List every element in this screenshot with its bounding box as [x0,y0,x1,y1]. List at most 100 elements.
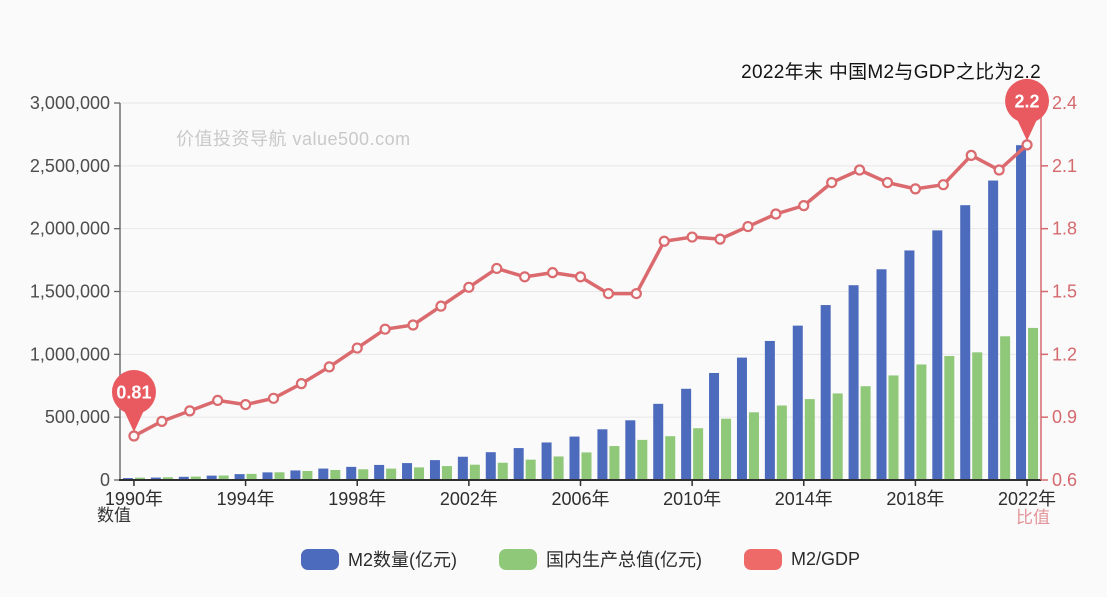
pin-label: 0.81 [116,383,151,403]
legend-item-gdp[interactable]: 国内生产总值(亿元) [498,546,702,572]
gdp-bar [1000,336,1011,480]
gdp-bar [441,466,452,480]
m2-bar [346,466,357,480]
m2-bar [904,250,915,480]
legend-label-m2: M2数量(亿元) [347,550,457,570]
x-axis-label: 1990年 [105,489,163,509]
gdp-bar [776,405,787,480]
x-axis-label: 2010年 [663,489,721,509]
m2-bar [988,180,999,481]
pin-label: 2.2 [1015,91,1040,111]
x-axis-label: 2002年 [440,489,498,509]
m2-bar [960,205,971,481]
line-marker [574,271,587,283]
gdp-bar [302,470,313,480]
m2-bar [848,285,859,480]
ratio-swatch-icon [743,548,782,570]
gdp-bar [134,477,145,480]
x-axis-label: 2006年 [551,489,609,509]
gdp-bar [497,462,508,480]
line-marker [853,164,866,176]
gdp-bar [525,459,536,480]
legend-item-ratio[interactable]: M2/GDP [743,548,860,570]
m2-bar [792,325,803,480]
line-marker [184,405,196,417]
line-marker [239,399,252,411]
x-axis-label: 2022年 [998,489,1056,509]
legend-item-m2[interactable]: M2数量(亿元) [300,546,457,572]
line-marker [519,271,531,283]
gdp-bar [888,375,899,480]
m2-bar [262,472,273,480]
m2-bar [234,474,245,480]
line-marker [546,267,559,279]
line-marker [770,208,782,220]
gdp-bar [916,364,927,480]
right-axis-label: 1.2 [1052,344,1077,364]
right-axis-label: 2.4 [1052,93,1077,113]
line-marker [937,179,949,191]
line-marker [826,176,838,189]
gdp-bar [358,469,369,480]
gdp-bar [414,467,425,480]
m2-bar [876,269,887,480]
gdp-bar [246,473,257,480]
gdp-bar [972,352,983,480]
m2-bar [709,372,720,480]
m2-bar [541,442,552,480]
gdp-swatch-icon [498,548,537,570]
m2-bar [402,463,413,480]
line-marker [463,281,475,293]
x-axis-label: 1994年 [217,489,275,509]
line-marker [407,319,419,331]
line-marker [965,149,977,161]
gdp-bar [665,436,676,480]
left-axis-label: 1,500,000 [30,282,110,302]
gdp-bar [386,468,397,480]
right-axis-label: 1.8 [1052,219,1077,239]
pin-balloon [1005,78,1050,123]
m2-bar [429,460,440,480]
right-axis-label: 0.9 [1052,407,1077,427]
gdp-bar [190,476,201,480]
line-marker [128,430,140,442]
m2-bar [290,470,301,480]
gdp-bar [1028,327,1039,480]
gdp-bar [832,393,843,480]
legend-label-gdp: 国内生产总值(亿元) [545,550,702,570]
left-axis-label: 1,000,000 [30,344,110,364]
gdp-bar [637,439,648,480]
line-marker [156,415,168,427]
gdp-bar [944,356,955,480]
left-axis-label: 500,000 [45,407,110,427]
m2-bar [1016,145,1027,481]
line-marker [993,164,1005,176]
left-axis-label: 3,000,000 [30,93,110,113]
gdp-bar [581,452,592,480]
m2-bar [820,305,831,480]
pin-balloon [111,370,156,415]
x-axis-label: 2014年 [775,489,833,509]
gdp-bar [609,446,620,480]
gdp-bar [162,477,173,480]
line-marker [658,235,670,247]
right-axis-label: 2.1 [1052,156,1077,176]
left-axis-label: 2,000,000 [30,219,110,239]
right-axis-label: 0.6 [1052,470,1077,490]
left-axis-label: 2,500,000 [30,156,110,176]
gdp-bar [553,456,564,480]
m2-bar [653,403,664,480]
gdp-bar [469,464,480,480]
gdp-bar [218,475,229,480]
gdp-bar [330,469,341,480]
m2-bar [625,420,636,480]
legend: M2数量(亿元) 国内生产总值(亿元) M2/GDP [120,546,1041,572]
m2-bar [513,448,524,480]
line-marker [881,176,894,189]
right-axis-label: 1.5 [1052,282,1077,302]
m2-bar [597,429,608,480]
x-axis-label: 1998年 [328,489,386,509]
right-axis-name: 比值 [1016,508,1050,527]
gdp-bar [748,412,759,480]
